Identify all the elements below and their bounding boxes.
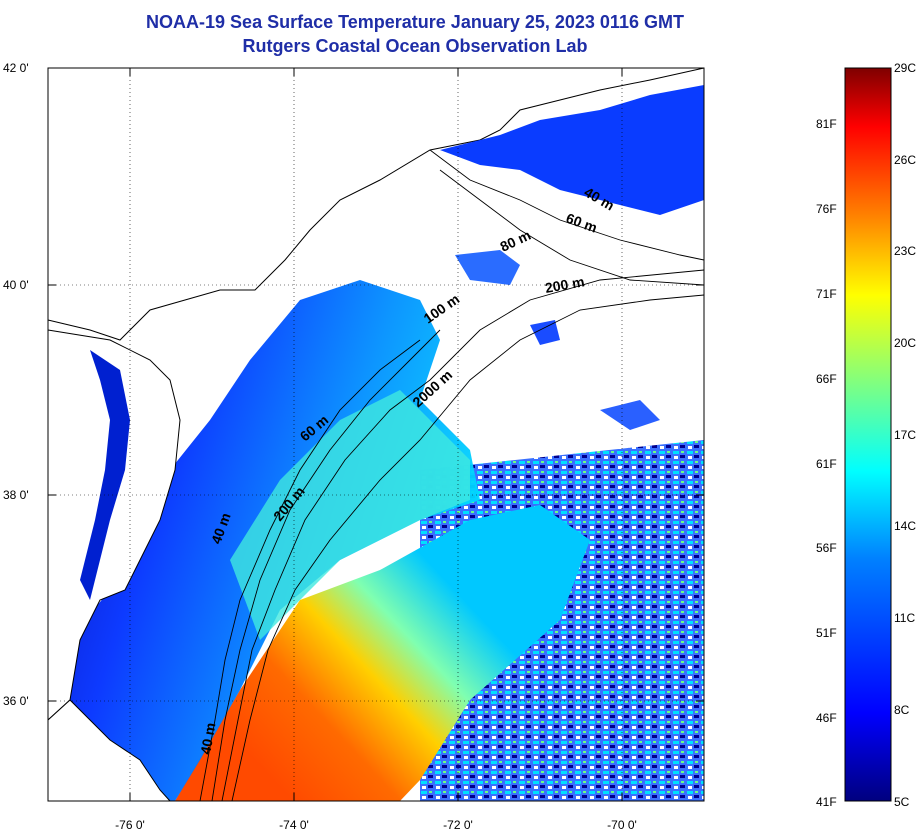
colorbar xyxy=(844,67,892,802)
mid-shelf xyxy=(230,390,470,640)
lat-tick-label: 38 0' xyxy=(3,488,29,502)
lon-tick-label: -76 0' xyxy=(115,818,145,832)
colorbar-c-label: 5C xyxy=(894,795,910,809)
new-england-waters xyxy=(440,85,704,215)
land-chesapeake xyxy=(47,329,181,722)
lon-tick-label: -74 0' xyxy=(279,818,309,832)
lon-tick-label: -70 0' xyxy=(607,818,637,832)
map-title: NOAA-19 Sea Surface Temperature January … xyxy=(146,12,684,32)
colorbar-f-label: 46F xyxy=(816,711,837,725)
colorbar-f-label: 56F xyxy=(816,541,837,555)
chesapeake-bay xyxy=(80,350,130,600)
contour-label: 40 m xyxy=(197,721,218,755)
colorbar-c-label: 11C xyxy=(894,611,916,625)
gulf-stream xyxy=(175,505,590,801)
colorbar-f-label: 61F xyxy=(816,457,837,471)
land-northeast xyxy=(47,67,705,341)
colorbar-f-label: 66F xyxy=(816,372,837,386)
bathymetry-contours xyxy=(199,149,705,802)
colorbar-f-label: 51F xyxy=(816,626,837,640)
colorbar-c-label: 20C xyxy=(894,336,917,350)
colorbar-c-label: 14C xyxy=(894,519,917,533)
colorbar-c-label: 23C xyxy=(894,244,917,258)
lat-tick-label: 42 0' xyxy=(3,61,29,75)
colorbar-f-label: 41F xyxy=(816,795,837,809)
lon-tick-label: -72 0' xyxy=(443,818,473,832)
colorbar-f-label: 81F xyxy=(816,117,837,131)
lat-tick-label: 36 0' xyxy=(3,694,29,708)
colorbar-c-label: 26C xyxy=(894,153,917,167)
lat-tick-label: 40 0' xyxy=(3,278,29,292)
map-frame xyxy=(47,67,705,802)
colorbar-c-label: 8C xyxy=(894,703,910,717)
colorbar-c-label: 17C xyxy=(894,428,917,442)
map-subtitle: Rutgers Coastal Ocean Observation Lab xyxy=(242,36,588,56)
graticule xyxy=(48,68,704,801)
colorbar-f-label: 71F xyxy=(816,287,837,301)
colorbar-c-label: 29C xyxy=(894,61,917,75)
contour-label: 200 m xyxy=(544,273,586,296)
colorbar-f-label: 76F xyxy=(816,202,837,216)
